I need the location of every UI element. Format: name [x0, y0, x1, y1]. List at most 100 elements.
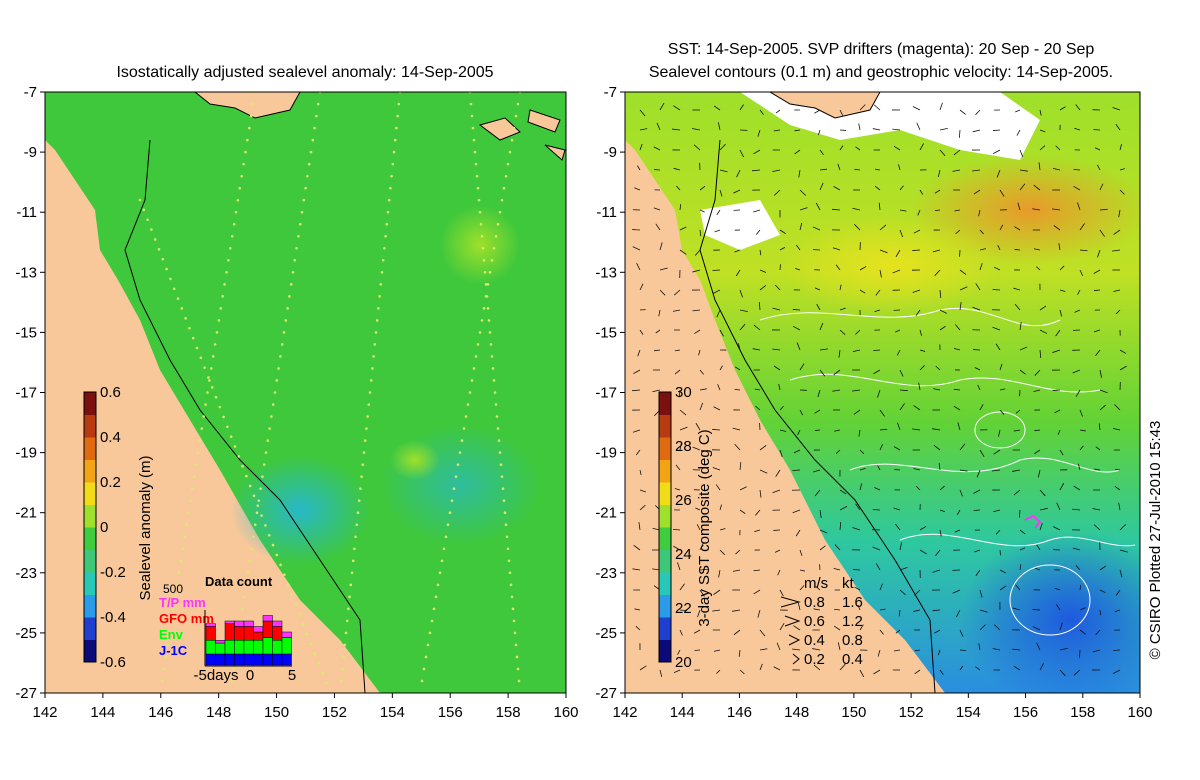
colorbar-tick-label: -0.2: [100, 564, 126, 581]
velocity-arrow: [1039, 523, 1043, 531]
velocity-arrow: [633, 544, 641, 551]
velocity-arrow: [1093, 524, 1101, 531]
altimeter-track-point: [481, 246, 485, 250]
altimeter-track-point: [494, 234, 498, 238]
altimeter-track-point: [372, 355, 375, 358]
velocity-arrow: [635, 449, 641, 456]
velocity-arrow: [739, 486, 747, 491]
velocity-arrow: [715, 484, 721, 491]
altimeter-track-point: [234, 210, 238, 214]
velocity-arrow: [872, 546, 881, 551]
data-count-bar-segment: [281, 631, 292, 638]
velocity-arrow: [839, 489, 847, 495]
colorbar-tick-label: 26: [675, 492, 692, 509]
altimeter-track-point: [233, 445, 237, 448]
altimeter-track-point: [267, 533, 271, 537]
velocity-arrow: [815, 202, 821, 211]
velocity-arrow: [692, 269, 701, 273]
velocity-arrow: [933, 444, 941, 451]
x-tick-label: 156: [438, 704, 463, 721]
velocity-legend-kt: 0.8: [842, 632, 863, 649]
data-count-bar-segment: [253, 653, 264, 666]
velocity-arrow: [719, 143, 726, 151]
altimeter-track-point: [392, 150, 396, 154]
velocity-arrow: [974, 367, 981, 371]
velocity-arrow: [779, 622, 785, 631]
data-count-title: Data count: [205, 574, 273, 589]
velocity-arrow: [1099, 389, 1108, 394]
velocity-arrow: [1019, 149, 1024, 157]
altimeter-track-point: [508, 150, 512, 154]
velocity-arrow: [932, 569, 941, 573]
right-map-title-line1: SST: 14-Sep-2005. SVP drifters (magenta)…: [667, 41, 1095, 58]
velocity-arrow: [855, 146, 861, 151]
velocity-arrow: [1118, 209, 1121, 218]
altimeter-track-point: [363, 439, 367, 442]
velocity-arrow: [1039, 507, 1048, 511]
altimeter-track-point: [230, 234, 234, 238]
altimeter-track-point: [264, 451, 268, 454]
velocity-arrow: [972, 306, 981, 311]
velocity-arrow: [899, 542, 903, 551]
velocity-arrow: [776, 642, 781, 651]
velocity-arrow: [859, 669, 865, 678]
velocity-arrow: [1072, 369, 1081, 374]
velocity-arrow: [919, 526, 927, 531]
velocity-arrow: [832, 208, 841, 211]
velocity-arrow: [1059, 647, 1068, 651]
velocity-arrow: [1112, 107, 1121, 111]
data-count-bar-segment: [234, 620, 245, 627]
velocity-arrow: [879, 409, 885, 417]
velocity-legend-arrow: [788, 634, 801, 646]
velocity-arrow: [932, 249, 941, 253]
velocity-arrow: [972, 129, 981, 133]
velocity-arrow: [953, 405, 961, 411]
data-count-legend-entry: GFO mm: [159, 611, 214, 626]
altimeter-track-point: [236, 198, 240, 202]
y-tick-label: -27: [15, 685, 37, 702]
altimeter-track-point: [172, 287, 176, 291]
velocity-arrow: [792, 509, 801, 514]
velocity-arrow: [852, 389, 861, 392]
right-map-title-line2: Sealevel contours (0.1 m) and geostrophi…: [648, 64, 1114, 81]
velocity-arrow: [1119, 569, 1123, 578]
velocity-arrow: [999, 388, 1006, 391]
velocity-arrow: [873, 369, 881, 375]
velocity-arrow: [679, 629, 683, 636]
altimeter-track-point: [244, 150, 247, 154]
data-count-bar-segment: [281, 637, 292, 655]
velocity-arrow: [673, 105, 681, 111]
altimeter-track-point: [381, 258, 385, 262]
altimeter-track-point: [395, 126, 398, 130]
velocity-arrow: [899, 209, 907, 212]
velocity-arrow: [1075, 389, 1081, 397]
velocity-arrow: [859, 467, 866, 471]
x-tick-label: 142: [32, 704, 57, 721]
velocity-arrow: [1019, 369, 1026, 375]
altimeter-track-point: [343, 643, 347, 647]
velocity-arrow: [699, 402, 704, 411]
altimeter-track-point: [389, 186, 392, 190]
altimeter-track-point: [251, 102, 255, 106]
altimeter-track-point: [200, 427, 204, 430]
velocity-arrow: [714, 229, 721, 233]
data-count-bar-segment: [215, 642, 226, 655]
altimeter-track-point: [245, 474, 248, 478]
colorbar-swatch: [659, 482, 671, 505]
altimeter-track-point: [277, 367, 280, 370]
velocity-arrow: [819, 529, 828, 534]
y-tick-label: -13: [15, 264, 37, 281]
velocity-arrow: [755, 509, 761, 516]
velocity-arrow: [1013, 429, 1021, 432]
velocity-arrow: [632, 429, 641, 433]
altimeter-track-point: [488, 331, 492, 334]
velocity-arrow: [1079, 223, 1085, 231]
velocity-arrow: [1016, 129, 1021, 136]
x-tick-label: 158: [496, 704, 521, 721]
colorbar-swatch: [659, 639, 671, 663]
altimeter-track-point: [237, 455, 241, 458]
velocity-arrow: [838, 349, 841, 358]
altimeter-track-point: [480, 319, 484, 322]
altimeter-track-point: [256, 504, 260, 507]
velocity-arrow: [879, 629, 884, 635]
